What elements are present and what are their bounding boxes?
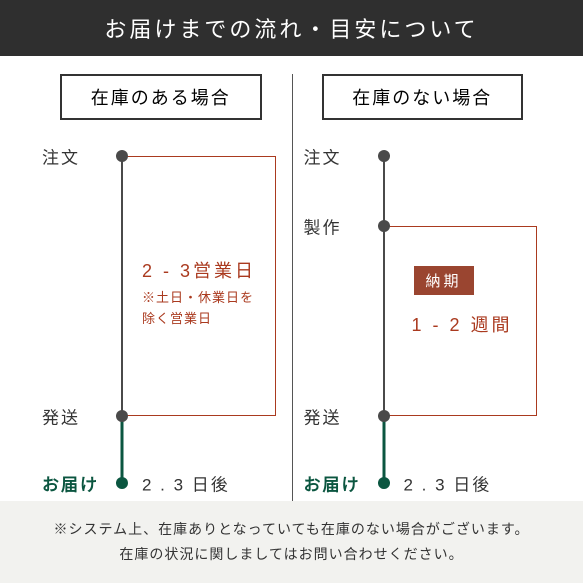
duration-text-left: 2 - 3営業日	[142, 257, 256, 283]
deliver-days-left: 2 . 3 日後	[142, 471, 230, 496]
dot-make-r	[378, 220, 390, 232]
dot-ship-r	[378, 410, 390, 422]
label-make-r: 製作	[304, 214, 342, 239]
timeline-out-of-stock: 注文 製作 納期 1 - 2 週間 発送 お届け 2 . 3 日後	[304, 148, 542, 493]
line-green-in-stock	[121, 416, 124, 483]
duration-note-left: ※土日・休業日を 除く営業日	[142, 288, 254, 330]
column-out-of-stock: 在庫のない場合 注文 製作 納期 1 - 2 週間 発送 お届け 2 . 3 日…	[292, 74, 554, 493]
case-title-out-of-stock: 在庫のない場合	[322, 74, 524, 120]
label-deliver-r: お届け	[304, 471, 361, 496]
content-area: 在庫のある場合 注文 2 - 3営業日 ※土日・休業日を 除く営業日 発送 お届…	[0, 56, 583, 493]
note-line1: ※土日・休業日を	[142, 290, 254, 305]
bracket-in-stock	[126, 156, 276, 416]
badge-nouki: 納期	[414, 266, 474, 295]
dot-order-r	[378, 150, 390, 162]
dot-deliver	[116, 477, 128, 489]
note-line2: 除く営業日	[142, 311, 212, 326]
footer-line2: 在庫の状況に関しましてはお問い合わせください。	[119, 546, 463, 562]
label-order-r: 注文	[304, 144, 342, 169]
column-in-stock: 在庫のある場合 注文 2 - 3営業日 ※土日・休業日を 除く営業日 発送 お届…	[30, 74, 292, 493]
line-grey-out-of-stock	[383, 156, 385, 416]
header-title: お届けまでの流れ・目安について	[104, 17, 478, 42]
case-title-in-stock: 在庫のある場合	[60, 74, 262, 120]
header-bar: お届けまでの流れ・目安について	[0, 0, 583, 56]
deliver-days-right: 2 . 3 日後	[404, 471, 492, 496]
dot-order	[116, 150, 128, 162]
label-ship-r: 発送	[304, 404, 342, 429]
label-order: 注文	[42, 144, 80, 169]
line-green-out-of-stock	[382, 416, 385, 483]
dot-ship	[116, 410, 128, 422]
footer-line1: ※システム上、在庫ありとなっていても在庫のない場合がございます。	[54, 521, 530, 537]
footer-note: ※システム上、在庫ありとなっていても在庫のない場合がございます。 在庫の状況に関…	[0, 501, 583, 583]
duration-text-right: 1 - 2 週間	[412, 311, 513, 337]
line-grey-in-stock	[121, 156, 123, 416]
timeline-in-stock: 注文 2 - 3営業日 ※土日・休業日を 除く営業日 発送 お届け 2 . 3 …	[42, 148, 280, 493]
label-deliver: お届け	[42, 471, 99, 496]
label-ship: 発送	[42, 404, 80, 429]
dot-deliver-r	[378, 477, 390, 489]
